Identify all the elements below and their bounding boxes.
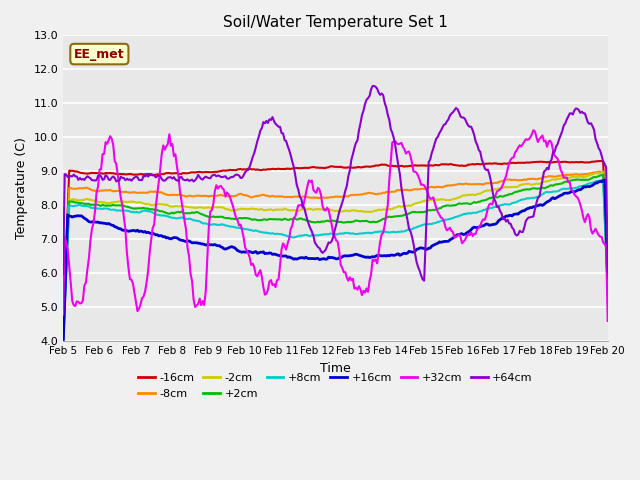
-8cm (240, 192, 248, 198)
-8cm (604, 283, 612, 289)
-2cm (298, 206, 305, 212)
+64cm (420, 278, 428, 284)
+8cm (60, 338, 67, 344)
+32cm (126, 276, 134, 282)
X-axis label: Time: Time (320, 361, 351, 375)
+16cm (601, 177, 609, 183)
+32cm (240, 235, 248, 240)
+64cm (60, 271, 67, 277)
Line: +64cm: +64cm (63, 86, 608, 281)
-16cm (221, 168, 229, 174)
-16cm (604, 277, 612, 283)
+2cm (221, 215, 229, 221)
-8cm (573, 171, 581, 177)
+64cm (249, 154, 257, 160)
Line: -16cm: -16cm (63, 161, 608, 324)
+8cm (604, 288, 612, 294)
-8cm (298, 194, 305, 200)
Y-axis label: Temperature (C): Temperature (C) (15, 137, 28, 239)
-8cm (221, 192, 229, 198)
-2cm (126, 199, 134, 204)
-2cm (60, 336, 67, 341)
+8cm (221, 223, 229, 228)
+64cm (604, 269, 612, 275)
+16cm (604, 275, 612, 281)
+2cm (573, 177, 581, 182)
-16cm (60, 321, 67, 326)
+16cm (60, 341, 67, 347)
+8cm (249, 228, 257, 234)
+64cm (240, 172, 248, 178)
+2cm (298, 216, 305, 221)
+64cm (371, 83, 378, 89)
+16cm (126, 228, 134, 234)
+2cm (240, 215, 248, 221)
Line: -8cm: -8cm (63, 171, 608, 332)
+32cm (249, 261, 257, 266)
+16cm (240, 249, 248, 255)
-16cm (298, 165, 305, 171)
-2cm (221, 206, 229, 212)
+16cm (573, 188, 581, 193)
-16cm (598, 158, 605, 164)
-2cm (240, 206, 248, 212)
+64cm (221, 173, 229, 179)
+8cm (126, 208, 134, 214)
Line: +8cm: +8cm (63, 180, 608, 341)
+8cm (573, 185, 581, 191)
-8cm (60, 329, 67, 335)
+64cm (126, 176, 134, 182)
-2cm (599, 169, 607, 175)
Line: +2cm: +2cm (63, 175, 608, 339)
Line: -2cm: -2cm (63, 172, 608, 338)
+2cm (126, 204, 134, 210)
+64cm (298, 196, 305, 202)
-16cm (240, 167, 248, 172)
Line: +32cm: +32cm (63, 130, 608, 321)
+2cm (60, 336, 67, 342)
+8cm (298, 233, 305, 239)
-8cm (595, 168, 602, 174)
-16cm (126, 171, 134, 177)
-8cm (249, 194, 257, 200)
+2cm (599, 172, 607, 178)
+8cm (240, 226, 248, 232)
-8cm (126, 190, 134, 196)
+32cm (529, 127, 537, 133)
+32cm (298, 202, 305, 208)
+64cm (577, 110, 584, 116)
-2cm (573, 174, 581, 180)
+32cm (575, 197, 582, 203)
+16cm (298, 255, 305, 261)
+8cm (599, 177, 607, 182)
+16cm (249, 250, 257, 256)
+2cm (249, 217, 257, 223)
Title: Soil/Water Temperature Set 1: Soil/Water Temperature Set 1 (223, 15, 448, 30)
-2cm (249, 206, 257, 212)
+32cm (604, 318, 612, 324)
-16cm (573, 159, 581, 165)
Text: EE_met: EE_met (74, 48, 125, 60)
Line: +16cm: +16cm (63, 180, 608, 344)
-2cm (604, 284, 612, 289)
+32cm (221, 194, 229, 200)
-16cm (249, 167, 257, 172)
+2cm (604, 285, 612, 290)
Legend: -16cm, -8cm, -2cm, +2cm, +8cm, +16cm, +32cm, +64cm: -16cm, -8cm, -2cm, +2cm, +8cm, +16cm, +3… (134, 369, 537, 403)
+16cm (221, 246, 229, 252)
+32cm (60, 312, 67, 317)
